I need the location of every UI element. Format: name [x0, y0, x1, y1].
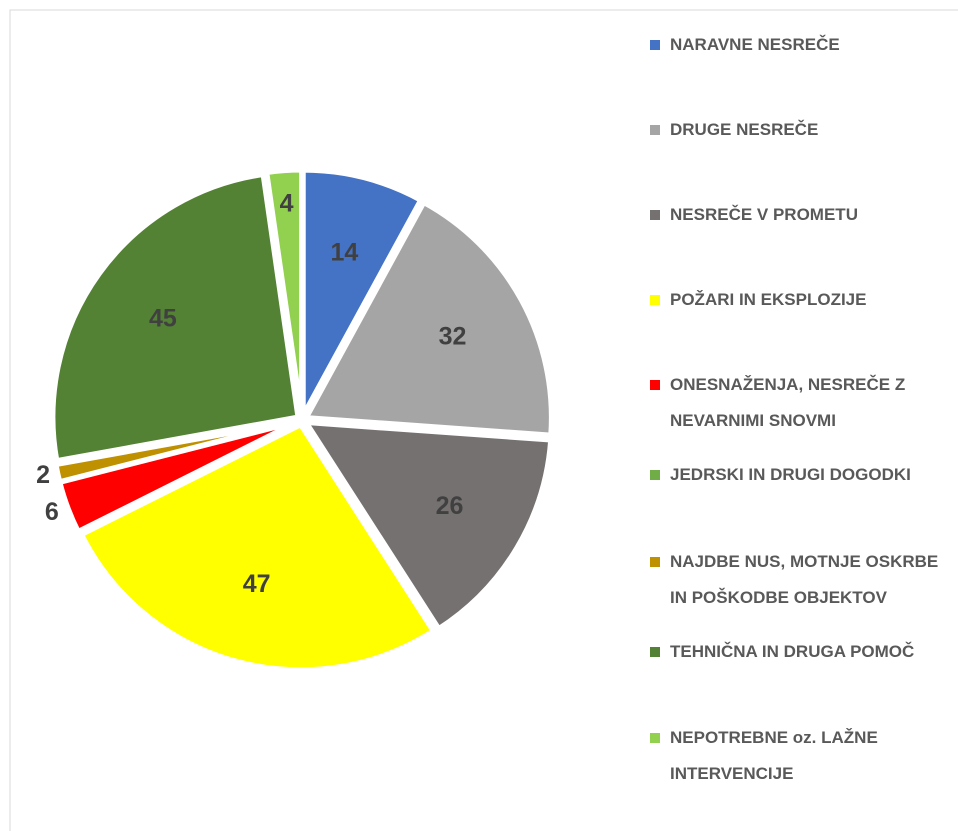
- slice: [78, 421, 437, 673]
- data-label: 4: [280, 190, 294, 218]
- data-label: 14: [331, 238, 359, 266]
- legend-swatch: [650, 380, 660, 390]
- legend-item: NAJDBE NUS, MOTNJE OSKRBE IN POŠKODBE OB…: [650, 544, 950, 616]
- data-label: 32: [439, 322, 467, 350]
- legend-label: ONESNAŽENJA, NESREČE Z NEVARNIMI SNOVMI: [670, 375, 906, 430]
- slice: [301, 419, 554, 633]
- legend-swatch: [650, 125, 660, 135]
- legend-swatch: [650, 210, 660, 220]
- legend-label: DRUGE NESREČE: [670, 120, 819, 139]
- data-label: 47: [243, 570, 271, 598]
- legend-item: ONESNAŽENJA, NESREČE Z NEVARNIMI SNOVMI: [650, 367, 950, 439]
- legend-label: POŽARI IN EKSPLOZIJE: [670, 290, 867, 309]
- slice: [263, 167, 305, 416]
- legend-label: NESREČE V PROMETU: [670, 205, 858, 224]
- data-label: 2: [36, 461, 50, 489]
- slice: [50, 171, 301, 464]
- legend-label: TEHNIČNA IN DRUGA POMOČ: [670, 642, 915, 661]
- legend-swatch: [650, 40, 660, 50]
- slice: [300, 167, 425, 417]
- data-label: 6: [45, 498, 59, 526]
- legend-swatch: [650, 470, 660, 480]
- legend-item: TEHNIČNA IN DRUGA POMOČ: [650, 634, 950, 670]
- frame: [9, 9, 958, 831]
- legend-label: NARAVNE NESREČE: [670, 35, 840, 54]
- legend-swatch: [650, 647, 660, 657]
- slice: [53, 418, 298, 485]
- legend-swatch: [650, 295, 660, 305]
- legend-item: JEDRSKI IN DRUGI DOGODKI: [650, 457, 950, 493]
- legend-item: NEPOTREBNE oz. LAŽNE INTERVENCIJE: [650, 720, 950, 792]
- legend-label: JEDRSKI IN DRUGI DOGODKI: [670, 465, 911, 484]
- data-label: 26: [436, 492, 464, 520]
- slice: [302, 199, 554, 438]
- legend-swatch: [650, 557, 660, 567]
- legend-item: NESREČE V PROMETU: [650, 197, 950, 233]
- legend-item: DRUGE NESREČE: [650, 112, 950, 148]
- data-label: 45: [149, 304, 177, 332]
- legend-label: NAJDBE NUS, MOTNJE OSKRBE IN POŠKODBE OB…: [670, 552, 939, 607]
- legend-swatch: [650, 733, 660, 743]
- legend-label: NEPOTREBNE oz. LAŽNE INTERVENCIJE: [670, 728, 878, 783]
- legend-item: POŽARI IN EKSPLOZIJE: [650, 282, 950, 318]
- legend-item: NARAVNE NESREČE: [650, 27, 950, 63]
